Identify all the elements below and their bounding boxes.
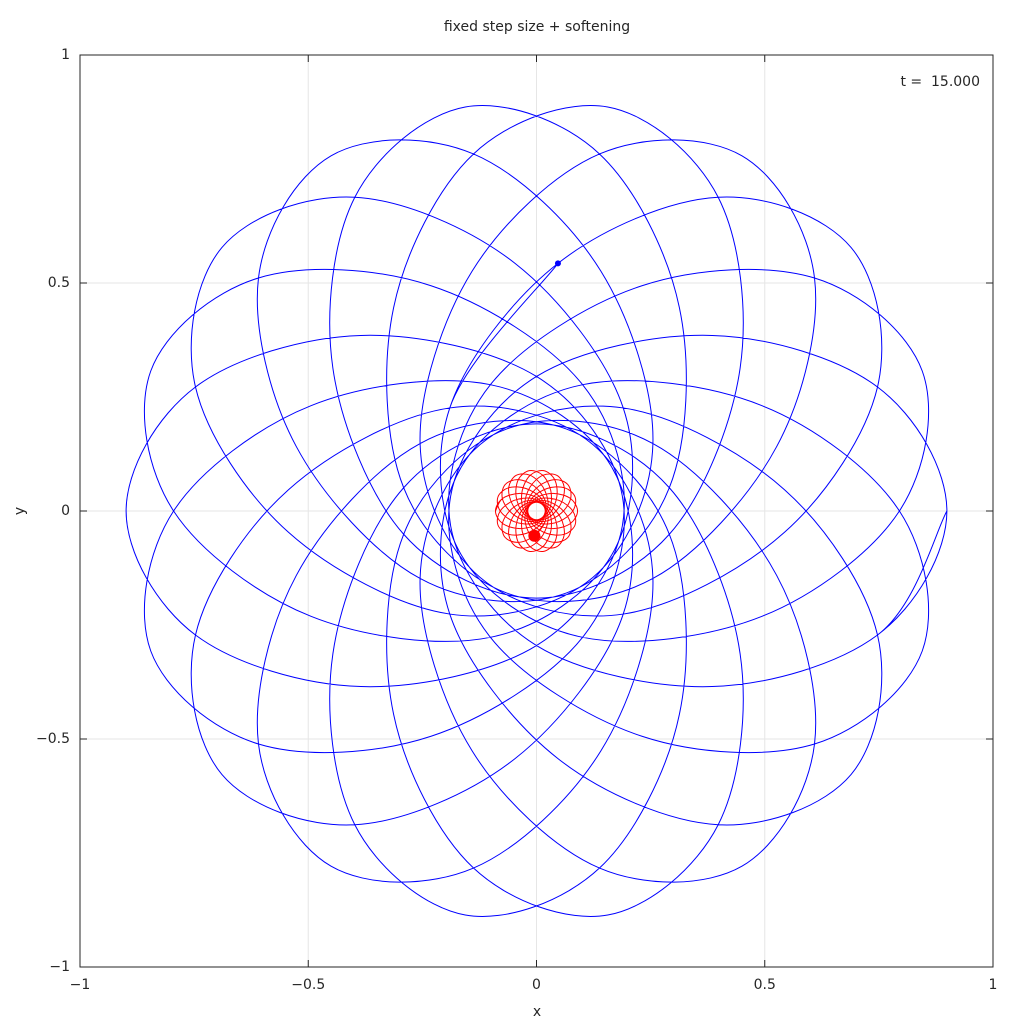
x-tick-label: 0 bbox=[532, 977, 541, 993]
y-tick-label: −1 bbox=[49, 959, 70, 975]
y-tick-label: 1 bbox=[61, 47, 70, 63]
y-axis-label: y bbox=[12, 507, 28, 515]
y-tick-label: 0.5 bbox=[48, 275, 70, 291]
y-tick-label: 0 bbox=[61, 503, 70, 519]
x-tick-label: −1 bbox=[70, 977, 91, 993]
chart-title: fixed step size + softening bbox=[444, 19, 630, 35]
body-marker bbox=[554, 260, 561, 267]
body-marker bbox=[528, 529, 541, 542]
x-tick-label: 1 bbox=[989, 977, 998, 993]
axes: −1 −0.5 0 0.5 1 −1 −0.5 0 0.5 1 bbox=[36, 47, 997, 993]
y-tick-label: −0.5 bbox=[36, 731, 70, 747]
x-axis-label: x bbox=[533, 1004, 541, 1020]
trajectory-line bbox=[125, 105, 948, 917]
plot-marks bbox=[125, 105, 948, 917]
trajectory-line bbox=[494, 469, 579, 553]
time-annotation: t = 15.000 bbox=[900, 74, 980, 90]
x-tick-label: −0.5 bbox=[291, 977, 325, 993]
x-tick-label: 0.5 bbox=[754, 977, 776, 993]
